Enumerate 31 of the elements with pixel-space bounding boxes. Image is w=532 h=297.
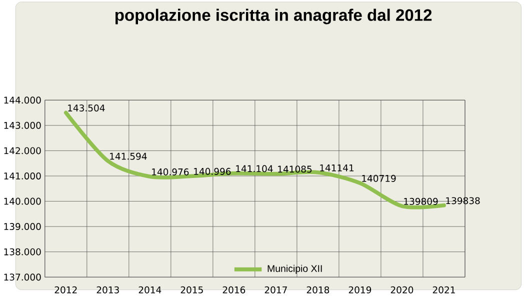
data-label: 141085 <box>278 166 312 173</box>
x-tick-label: 2016 <box>222 286 246 294</box>
x-tick-label: 2015 <box>180 286 203 294</box>
x-tick-label: 2021 <box>432 286 455 294</box>
data-label: 140719 <box>362 175 396 182</box>
legend-label: Municipio XII <box>268 265 322 274</box>
line-series <box>64 110 446 210</box>
x-tick-label: 2018 <box>306 286 330 294</box>
x-tick-label: 2019 <box>348 286 372 294</box>
x-tick-label: 2013 <box>96 286 119 294</box>
data-label: 140.996 <box>194 168 231 176</box>
data-label: 141.594 <box>110 152 147 160</box>
data-label: 139838 <box>446 197 480 204</box>
x-tick-label: 2017 <box>264 286 287 294</box>
data-label: 141141 <box>320 164 354 172</box>
x-tick-label: 2012 <box>54 286 77 294</box>
data-label: 141.104 <box>236 165 273 172</box>
y-tick-label: 142.000 <box>4 147 41 154</box>
y-tick-label: 143.000 <box>4 122 41 130</box>
data-label: 139809 <box>404 198 438 206</box>
chart-title: popolazione iscritta in anagrafe dal 2012 <box>115 8 432 24</box>
x-tick-label: 2020 <box>390 286 414 294</box>
x-tick-label: 2014 <box>138 286 162 294</box>
data-label: 140.976 <box>152 168 189 176</box>
y-tick-label: 141.000 <box>4 172 41 180</box>
y-tick-label: 137.000 <box>4 274 41 281</box>
y-tick-label: 139.000 <box>4 223 41 230</box>
y-tick-label: 140.000 <box>4 198 41 205</box>
y-tick-label: 138.000 <box>4 248 41 256</box>
data-label: 143.504 <box>68 104 105 112</box>
y-tick-label: 144.000 <box>4 96 41 104</box>
